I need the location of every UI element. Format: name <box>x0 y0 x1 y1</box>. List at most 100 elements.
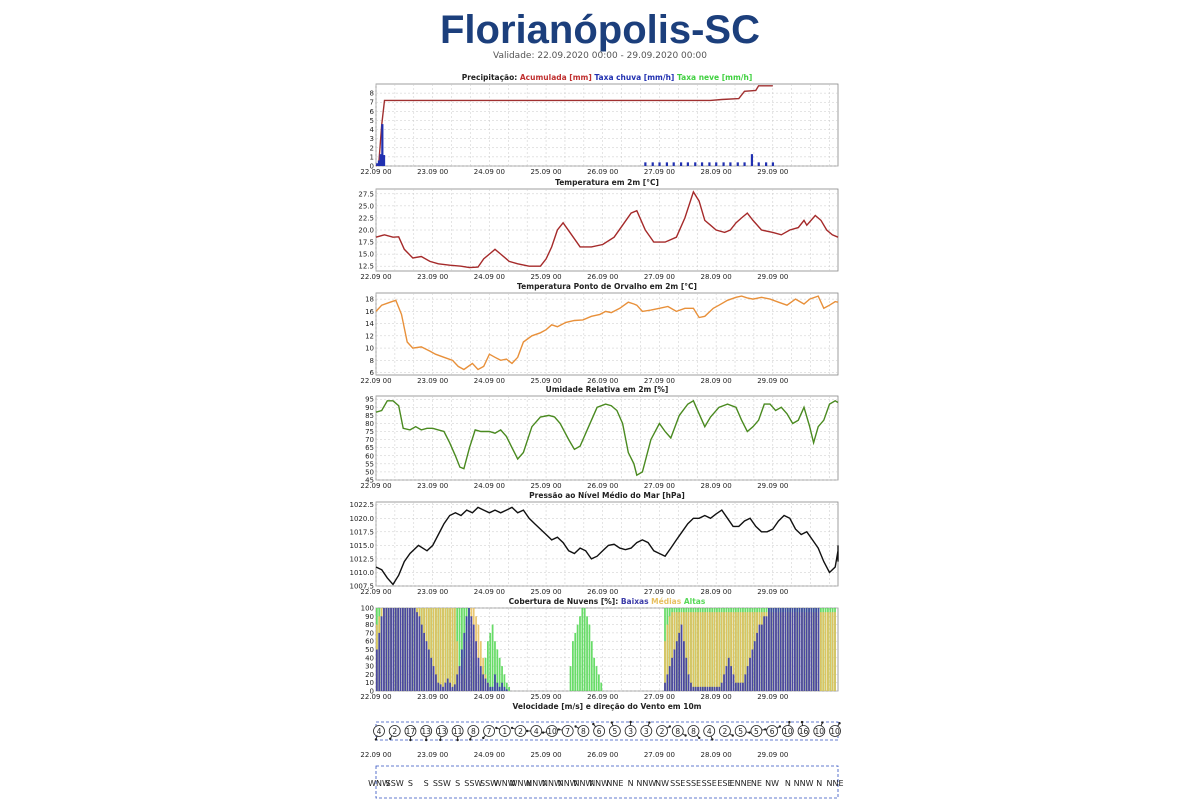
pressure-xtick: 28.09 00 <box>701 588 732 596</box>
clouds-bar-baixas <box>730 666 732 691</box>
wind-speed-circle <box>766 725 779 737</box>
wind-speed-label: 8 <box>675 727 680 736</box>
wind-arrow-head <box>698 736 701 740</box>
clouds-bar-baixas <box>465 616 468 691</box>
wind-arrow-head <box>510 726 514 730</box>
clouds-bar-baixas <box>725 666 728 691</box>
clouds-ytick: 0 <box>370 688 374 696</box>
precip-ytick: 5 <box>370 117 374 125</box>
precip-rate-bar <box>750 154 754 166</box>
wind-speed-label: 10 <box>783 727 793 736</box>
clouds-bar-baixas <box>699 686 702 691</box>
clouds-title-part-0: Cobertura de Nuvens [%]: <box>509 597 621 606</box>
clouds-bar-baixas <box>775 608 777 691</box>
wind-direction-label: NNE <box>826 779 843 788</box>
clouds-bar-médias <box>685 612 688 691</box>
clouds-bar-altas <box>593 657 596 691</box>
precip-ytick: 0 <box>370 163 374 171</box>
wind-arrow-head <box>800 720 804 724</box>
clouds-bar-baixas <box>427 649 430 691</box>
precip-ytick: 2 <box>370 144 374 152</box>
humidity-ytick: 55 <box>365 460 374 468</box>
wind-speed-label: 5 <box>754 727 759 736</box>
clouds-ytick: 40 <box>365 654 374 662</box>
precip-ytick: 8 <box>370 90 374 98</box>
clouds-bar-médias <box>449 608 451 691</box>
humidity-xtick: 26.09 00 <box>587 482 618 490</box>
clouds-bar-médias <box>742 612 744 691</box>
humidity-ytick: 85 <box>365 412 374 420</box>
dew-ytick: 18 <box>365 296 374 304</box>
wind-direction-label: S <box>455 779 460 788</box>
wind-direction-label: S <box>408 779 413 788</box>
clouds-ytick: 100 <box>361 605 374 613</box>
clouds-bar-baixas <box>498 686 501 691</box>
pressure-ytick: 1015.0 <box>350 542 375 550</box>
clouds-bar-baixas <box>765 616 768 691</box>
wind-speed-label: 8 <box>581 727 586 736</box>
wind-direction-label: N <box>816 779 822 788</box>
clouds-bar-baixas <box>805 608 808 691</box>
clouds-bar-médias <box>446 608 449 691</box>
clouds-bar-baixas <box>704 686 707 691</box>
precip-ytick: 3 <box>370 135 374 143</box>
wind-speed-label: 7 <box>565 727 570 736</box>
precip-rate-bar <box>376 163 379 166</box>
clouds-bar-médias <box>704 612 707 691</box>
wind-xtick: 26.09 00 <box>587 751 618 759</box>
precip-rate-bar <box>729 162 732 166</box>
wind-speed-circle <box>577 725 590 737</box>
clouds-bar-baixas <box>380 616 383 691</box>
clouds-bar-médias <box>723 612 725 691</box>
clouds-bar-médias <box>701 612 704 691</box>
clouds-bar-baixas <box>687 674 690 691</box>
precip-ytick: 1 <box>370 153 374 161</box>
wind-arrow-head <box>482 736 485 740</box>
clouds-bar-baixas <box>491 686 494 691</box>
precip-rate-bar <box>722 162 725 166</box>
clouds-xtick: 29.09 00 <box>757 693 788 701</box>
precip-panel: 22.09 00 23.09 00 24.09 00 25.09 00 26.09 00… <box>360 83 839 176</box>
clouds-bar-médias <box>819 612 822 691</box>
clouds-bar-baixas <box>418 616 421 691</box>
clouds-bar-baixas <box>442 686 444 691</box>
clouds-bar-baixas <box>768 608 770 691</box>
temp-panel: 22.09 00 23.09 00 24.09 00 25.09 00 26.09 00… <box>358 188 839 281</box>
wind-speed-label: 10 <box>830 727 840 736</box>
wind-direction-label: WNW <box>510 779 532 788</box>
temp-ytick: 25.0 <box>358 202 374 210</box>
clouds-bar-médias <box>827 612 829 691</box>
precip-title-part-2: Taxa chuva [mm/h] <box>594 73 677 82</box>
clouds-bar-altas <box>581 608 584 691</box>
clouds-bar-altas <box>508 686 511 691</box>
clouds-bar-altas <box>590 641 593 691</box>
clouds-bar-médias <box>718 612 721 691</box>
wind-direction-label: ESE <box>717 779 732 788</box>
wind-speed-circle <box>734 725 747 737</box>
dew-xtick: 26.09 00 <box>587 377 618 385</box>
clouds-bar-baixas <box>413 608 416 691</box>
clouds-bar-baixas <box>772 608 775 691</box>
wind-speed-circle <box>593 725 606 737</box>
clouds-xtick: 25.09 00 <box>530 693 561 701</box>
clouds-bar-baixas <box>727 657 730 691</box>
clouds-bar-baixas <box>399 608 402 691</box>
clouds-bar-baixas <box>430 657 433 691</box>
wind-direction-label: N <box>785 779 791 788</box>
wind-direction-label: SSE <box>670 779 685 788</box>
wind-direction-label: WNW <box>494 779 516 788</box>
dew-ytick: 16 <box>365 308 374 316</box>
clouds-bar-altas <box>491 624 494 691</box>
wind-speed-label: 8 <box>471 727 476 736</box>
clouds-bar-baixas <box>716 686 718 691</box>
clouds-bar-baixas <box>461 649 463 691</box>
wind-speed-label: 5 <box>738 727 743 736</box>
clouds-bar-altas <box>458 608 461 691</box>
clouds-bar-médias <box>713 612 716 691</box>
precip-xtick: 27.09 00 <box>644 168 675 176</box>
clouds-bar-baixas <box>791 608 794 691</box>
wind-xtick: 25.09 00 <box>530 751 561 759</box>
clouds-bar-baixas <box>437 682 440 691</box>
clouds-bar-baixas <box>810 608 813 691</box>
clouds-bar-baixas <box>484 678 487 691</box>
